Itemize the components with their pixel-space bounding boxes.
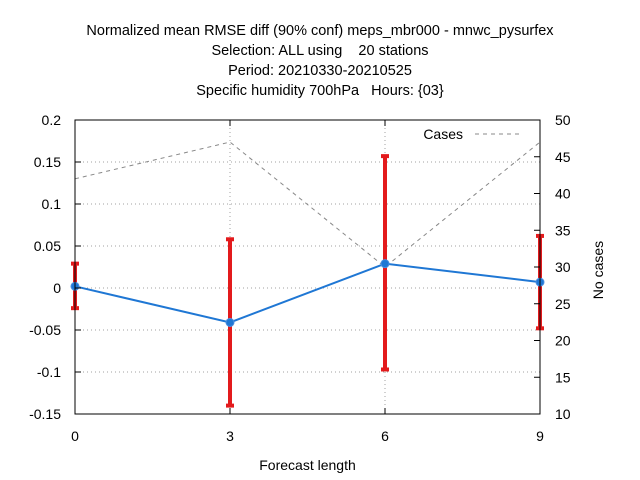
chart-title: Normalized mean RMSE diff (90% conf) mep… — [86, 23, 554, 99]
y2-tick-label: 35 — [555, 222, 571, 238]
x-tick-label: 0 — [71, 428, 79, 444]
y-tick-label: 0.05 — [34, 238, 61, 254]
cases-series — [74, 141, 541, 268]
y2-axis-label: No cases — [590, 241, 606, 299]
y2-tick-label: 50 — [555, 112, 571, 128]
y-tick-label: 0.2 — [42, 112, 62, 128]
y2-tick-label: 15 — [555, 369, 571, 385]
y2-tick-label: 20 — [555, 333, 571, 349]
y2-tick-label: 10 — [555, 406, 571, 422]
title-line: Normalized mean RMSE diff (90% conf) mep… — [86, 23, 554, 39]
plot-frame — [74, 119, 541, 415]
legend-label-cases: Cases — [423, 126, 463, 142]
x-tick-label: 6 — [381, 428, 389, 444]
x-axis-label: Forecast length — [259, 457, 356, 473]
title-line: Period: 20210330-20210525 — [228, 63, 412, 79]
y-tick-label: 0.15 — [34, 154, 61, 170]
cases-line — [74, 141, 541, 268]
y2-tick-label: 45 — [555, 149, 571, 165]
x-tick-label: 9 — [536, 428, 544, 444]
title-line: Specific humidity 700hPa Hours: {03} — [196, 83, 444, 99]
y-tick-label: -0.15 — [29, 406, 61, 422]
mean-diff-line — [74, 262, 541, 324]
y2-tick-label: 40 — [555, 186, 571, 202]
title-line: Selection: ALL using 20 stations — [211, 43, 428, 59]
y-tick-label: -0.1 — [37, 364, 61, 380]
main-series — [70, 154, 545, 408]
x-tick-label: 3 — [226, 428, 234, 444]
data-point — [380, 259, 390, 269]
y-tick-label: 0.1 — [42, 196, 62, 212]
data-point — [225, 317, 235, 327]
grid — [75, 120, 540, 414]
y-tick-label: 0 — [53, 280, 61, 296]
y2-tick-label: 25 — [555, 296, 571, 312]
axis-ticks: 0.20.150.10.050-0.05-0.1-0.1550454035302… — [29, 112, 571, 444]
legend: Cases — [423, 126, 522, 142]
y2-tick-label: 30 — [555, 259, 571, 275]
y-tick-label: -0.05 — [29, 322, 61, 338]
